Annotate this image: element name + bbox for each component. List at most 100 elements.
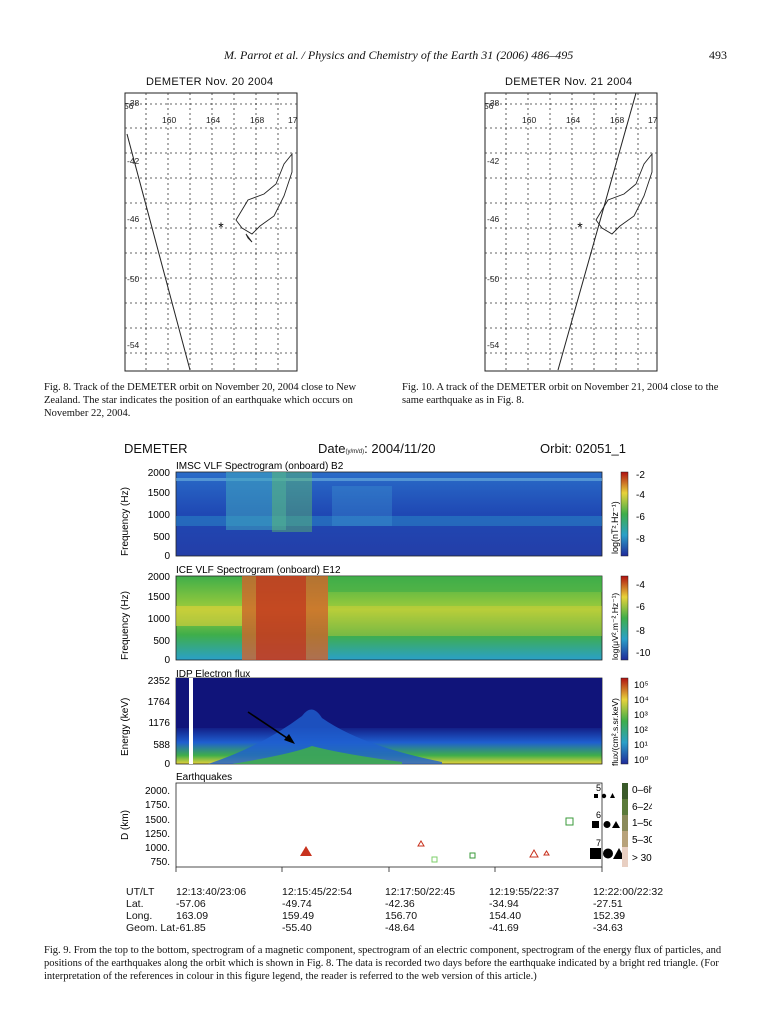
svg-text:500: 500 xyxy=(153,532,170,543)
svg-text:-42: -42 xyxy=(487,156,500,166)
svg-text:-10: -10 xyxy=(636,648,651,659)
svg-text:2352: 2352 xyxy=(148,676,171,687)
panel4-ylabel: D (km) xyxy=(120,810,131,840)
svg-text:-2: -2 xyxy=(636,470,645,481)
earthquake-star-icon: * xyxy=(218,219,224,235)
svg-text:1250.: 1250. xyxy=(145,829,170,840)
svg-text:500: 500 xyxy=(153,636,170,647)
map-right-lat-tick: -38 xyxy=(487,98,500,108)
svg-text:588: 588 xyxy=(153,740,170,751)
svg-text:6–24h: 6–24h xyxy=(632,802,652,813)
svg-text:-6: -6 xyxy=(636,602,645,613)
panel4-plot xyxy=(175,782,603,868)
svg-text:1500.: 1500. xyxy=(145,815,170,826)
panel3-colorbar xyxy=(620,677,629,765)
time-axis-column: 12:15:45/22:54 -49.74 159.49 -55.40 xyxy=(282,886,353,934)
svg-text:-50: -50 xyxy=(487,274,500,284)
svg-text:0: 0 xyxy=(164,551,170,562)
journal-citation: M. Parrot et al. / Physics and Chemistry… xyxy=(224,48,574,62)
svg-text:7: 7 xyxy=(596,838,601,848)
svg-text:168: 168 xyxy=(610,115,624,125)
fig9-caption: Fig. 9. From the top to the bottom, spec… xyxy=(44,945,722,982)
svg-text:0–6h: 0–6h xyxy=(632,785,652,796)
panel2-colorbar xyxy=(620,575,629,661)
panel4-title: Earthquakes xyxy=(176,772,232,783)
fig10-caption: Fig. 10. A track of the DEMETER orbit on… xyxy=(402,382,719,406)
svg-text:1–5d: 1–5d xyxy=(632,818,652,829)
time-axis-column: 12:17:50/22:45 -42.36 156.70 -48.64 xyxy=(385,886,456,934)
map-right: * 56 160 164 168 17 -38 -42 -46 -50 -54 xyxy=(484,92,658,372)
svg-text:1764: 1764 xyxy=(148,697,171,708)
panel1-title: IMSC VLF Spectrogram (onboard) B2 xyxy=(176,461,344,472)
map-left: * 56 160 164 168 17 -38 -42 -46 -50 -54 xyxy=(124,92,298,372)
svg-text:0: 0 xyxy=(164,655,170,666)
svg-text:5: 5 xyxy=(596,783,601,793)
svg-text:1000: 1000 xyxy=(148,510,171,521)
panel1-ylabel: Frequency (Hz) xyxy=(120,487,131,556)
svg-text:10²: 10² xyxy=(634,725,648,736)
svg-text:-46: -46 xyxy=(127,214,140,224)
svg-text:-8: -8 xyxy=(636,626,645,637)
fig8-caption: Fig. 8. Track of the DEMETER orbit on No… xyxy=(44,382,357,419)
svg-text:750.: 750. xyxy=(151,857,170,868)
svg-text:2000: 2000 xyxy=(148,572,171,583)
fig9-mission: DEMETER xyxy=(124,441,188,456)
svg-text:168: 168 xyxy=(250,115,264,125)
fig9-date: Date(y/m/d): 2004/11/20 xyxy=(318,441,436,456)
svg-text:-4: -4 xyxy=(636,490,645,501)
svg-text:10³: 10³ xyxy=(634,710,648,721)
time-axis-column: 12:22:00/22:32 -27.51 152.39 -34.63 xyxy=(593,886,664,934)
earthquake-star-icon: * xyxy=(577,219,583,235)
map-right-lon-tick: 56 xyxy=(484,101,494,111)
svg-text:2000.: 2000. xyxy=(145,786,170,797)
map-left-lon-tick: 56 xyxy=(124,101,134,111)
map-left-title: DEMETER Nov. 20 2004 xyxy=(146,76,274,88)
time-axis-row-labels: UT/LT Lat. Long. Geom. Lat. xyxy=(126,886,178,934)
time-axis-column: 12:19:55/22:37 -34.94 154.40 -41.69 xyxy=(489,886,560,934)
panel2-ylabel: Frequency (Hz) xyxy=(120,591,131,660)
svg-text:160: 160 xyxy=(162,115,176,125)
svg-text:1500: 1500 xyxy=(148,488,171,499)
map-right-title: DEMETER Nov. 21 2004 xyxy=(505,76,633,88)
panel2-title: ICE VLF Spectrogram (onboard) E12 xyxy=(176,565,341,576)
panel3-title: IDP Electron flux xyxy=(176,669,250,680)
svg-text:10⁵: 10⁵ xyxy=(634,680,649,691)
svg-text:10⁰: 10⁰ xyxy=(634,755,649,766)
svg-text:1176: 1176 xyxy=(148,718,170,729)
svg-text:-54: -54 xyxy=(127,340,140,350)
svg-text:2000: 2000 xyxy=(148,468,171,479)
svg-text:10¹: 10¹ xyxy=(634,740,648,751)
svg-text:-46: -46 xyxy=(487,214,500,224)
page-number: 493 xyxy=(709,48,727,62)
arrow-icon xyxy=(247,711,291,741)
svg-text:-42: -42 xyxy=(127,156,140,166)
svg-text:164: 164 xyxy=(206,115,220,125)
panel1-colorbar xyxy=(620,471,629,557)
map-left-lat-tick: -38 xyxy=(127,98,140,108)
svg-text:-8: -8 xyxy=(636,534,645,545)
svg-text:5–30d: 5–30d xyxy=(632,835,652,846)
svg-text:> 30d: > 30d xyxy=(632,853,652,864)
svg-text:1000.: 1000. xyxy=(145,843,170,854)
svg-text:0: 0 xyxy=(164,759,170,770)
svg-text:6: 6 xyxy=(596,810,601,820)
earthquake-red-triangle xyxy=(300,846,312,856)
fig9-panels: IMSC VLF Spectrogram (onboard) B2 2000 1… xyxy=(120,461,652,872)
panel2-cbar-label: log(μV².m⁻².Hz⁻¹) xyxy=(610,593,620,660)
svg-text:1000: 1000 xyxy=(148,614,171,625)
svg-text:160: 160 xyxy=(522,115,536,125)
svg-text:17: 17 xyxy=(288,115,298,125)
svg-text:1500: 1500 xyxy=(148,592,171,603)
svg-text:10⁴: 10⁴ xyxy=(634,695,649,706)
panel3-cbar-label: flux/(cm².s.sr.keV) xyxy=(610,698,620,766)
svg-text:164: 164 xyxy=(566,115,580,125)
panel1-cbar-label: log(nT².Hz⁻¹) xyxy=(610,501,620,554)
time-axis-column: 12:13:40/23:06 -57.06 163.09 -61.85 xyxy=(176,886,247,934)
panel3-ylabel: Energy (keV) xyxy=(120,698,131,756)
svg-text:-4: -4 xyxy=(636,580,645,591)
svg-text:-50: -50 xyxy=(127,274,140,284)
svg-text:-54: -54 xyxy=(487,340,500,350)
svg-text:1750.: 1750. xyxy=(145,800,170,811)
fig9-orbit: Orbit: 02051_1 xyxy=(540,441,627,456)
svg-text:-6: -6 xyxy=(636,512,645,523)
